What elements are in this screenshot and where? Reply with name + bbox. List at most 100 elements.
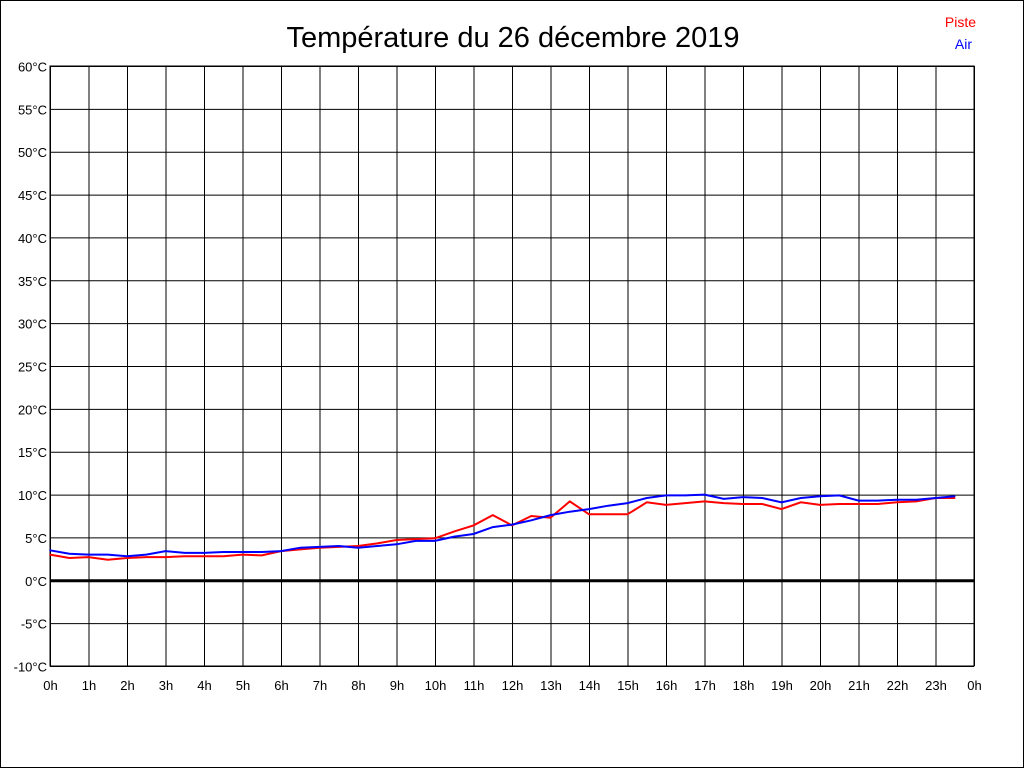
data-point-piste: [260, 554, 263, 557]
x-tick-label: 17h: [694, 678, 716, 693]
y-tick-label: -5°C: [21, 617, 47, 632]
data-point-piste: [703, 500, 706, 503]
data-point-air: [395, 543, 398, 546]
data-point-air: [68, 552, 71, 555]
data-point-piste: [626, 513, 629, 516]
data-point-air: [357, 546, 359, 549]
y-tick-label: 5°C: [25, 531, 47, 546]
data-point-air: [934, 497, 937, 499]
data-point-air: [145, 553, 148, 556]
data-point-air: [896, 498, 898, 501]
x-tick-label: 22h: [887, 678, 909, 693]
legend-air: Air: [955, 36, 972, 52]
data-point-air: [434, 540, 436, 542]
data-point-air: [126, 555, 128, 558]
x-tick-label: 11h: [464, 678, 485, 693]
data-point-air: [953, 495, 956, 498]
x-tick-label: 21h: [848, 678, 870, 693]
data-point-air: [222, 551, 225, 553]
data-point-air: [511, 523, 513, 526]
data-point-air: [337, 545, 340, 547]
x-tick-label: 16h: [656, 678, 678, 693]
data-point-air: [241, 551, 244, 553]
data-point-air: [722, 498, 725, 500]
x-tick-label: 10h: [425, 678, 447, 693]
data-point-piste: [68, 557, 71, 559]
data-point-air: [799, 497, 802, 499]
x-tick-label: 0h: [43, 678, 57, 693]
y-tick-label: 10°C: [18, 488, 47, 503]
data-point-air: [876, 499, 879, 502]
data-point-air: [260, 551, 263, 553]
data-point-piste: [645, 501, 648, 504]
data-point-air: [780, 501, 783, 504]
x-tick-label: 1h: [82, 678, 96, 693]
y-tick-label: 20°C: [18, 402, 47, 417]
data-point-piste: [222, 555, 225, 558]
data-point-air: [742, 496, 744, 498]
data-point-piste: [896, 501, 898, 504]
series-line-piste: [49, 497, 955, 561]
y-tick-label: 15°C: [18, 445, 47, 460]
data-point-piste: [434, 537, 436, 540]
data-point-piste: [549, 516, 552, 519]
data-point-air: [280, 550, 282, 552]
data-point-air: [183, 552, 186, 554]
y-tick-label: -10°C: [14, 660, 47, 675]
data-point-piste: [568, 500, 571, 503]
data-point-piste: [472, 524, 475, 527]
data-point-piste: [953, 497, 956, 499]
data-point-air: [607, 504, 610, 507]
data-point-air: [318, 546, 321, 548]
data-point-piste: [357, 545, 359, 547]
data-point-piste: [876, 503, 879, 505]
x-tick-label: 14h: [579, 678, 601, 693]
data-point-piste: [665, 504, 667, 506]
data-point-air: [626, 502, 629, 504]
data-point-piste: [203, 555, 205, 558]
data-point-piste: [376, 542, 379, 545]
data-point-piste: [722, 502, 725, 504]
data-point-piste: [857, 503, 860, 505]
data-point-piste: [607, 513, 610, 516]
x-tick-label: 23h: [925, 678, 947, 693]
y-tick-label: 0°C: [25, 574, 47, 589]
data-point-piste: [126, 557, 128, 559]
data-point-air: [164, 550, 167, 552]
data-point-piste: [241, 553, 244, 556]
data-point-air: [106, 553, 109, 556]
x-tick-label: 12h: [502, 678, 524, 693]
data-point-air: [203, 552, 205, 554]
data-point-piste: [49, 553, 51, 556]
data-point-air: [665, 494, 667, 497]
y-tick-label: 45°C: [18, 188, 47, 203]
x-tick-label: 15h: [617, 678, 639, 693]
data-point-air: [299, 546, 302, 549]
data-point-air: [645, 497, 648, 499]
x-tick-label: 5h: [236, 678, 250, 693]
x-tick-label: 2h: [120, 678, 134, 693]
data-point-piste: [183, 555, 186, 558]
chart-title: Température du 26 décembre 2019: [286, 22, 739, 54]
data-point-piste: [915, 500, 918, 503]
x-tick-label: 4h: [197, 678, 211, 693]
data-point-piste: [588, 513, 590, 516]
x-tick-label: 19h: [771, 678, 793, 693]
data-point-air: [491, 526, 494, 528]
data-point-piste: [684, 502, 687, 504]
data-point-air: [857, 499, 860, 502]
series-line-air: [49, 493, 955, 558]
data-point-air: [588, 508, 590, 510]
data-point-air: [819, 495, 821, 498]
data-point-piste: [164, 556, 167, 558]
data-point-air: [684, 494, 687, 497]
y-tick-label: 35°C: [18, 274, 47, 289]
data-point-air: [915, 498, 918, 501]
x-tick-label: 0h: [967, 678, 981, 693]
data-point-piste: [780, 508, 783, 510]
x-tick-label: 13h: [540, 678, 562, 693]
data-point-air: [472, 533, 475, 535]
data-point-piste: [299, 548, 302, 551]
